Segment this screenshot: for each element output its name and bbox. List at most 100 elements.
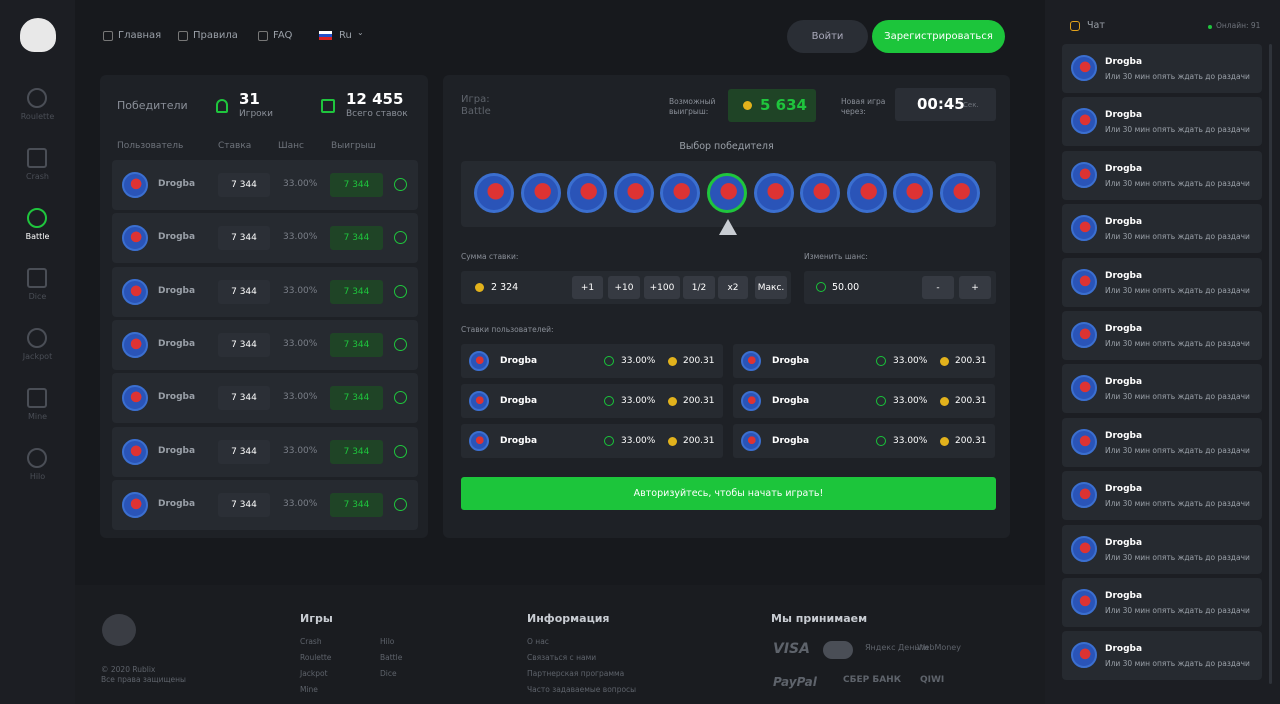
pay-title: Мы принимаем	[771, 612, 868, 625]
nav-icon[interactable]	[27, 268, 47, 288]
user-name: Drogba	[1105, 430, 1143, 441]
game-link[interactable]: Crash	[300, 637, 322, 646]
chance: 33.00%	[283, 498, 318, 509]
nav-label[interactable]: Hilo	[29, 472, 46, 481]
nav-link[interactable]: Правила	[193, 30, 238, 41]
user-amount: 200.31	[683, 436, 715, 446]
bet-button[interactable]: Макс.	[755, 276, 787, 299]
chat-message: Drogba Или 30 мин опять ждать до раздачи	[1062, 204, 1262, 254]
nav-label[interactable]: Mine	[27, 412, 48, 421]
online-count: Онлайн: 91	[1216, 21, 1261, 30]
nav-icon[interactable]	[27, 388, 47, 408]
user-bet-row: Drogba 33.00% 200.31	[733, 344, 995, 378]
bet: 7 344	[218, 226, 270, 251]
nav-icon[interactable]	[27, 208, 47, 228]
info-link[interactable]: Связаться с нами	[527, 653, 597, 662]
candidate-avatar	[846, 173, 887, 213]
chat-message: Drogba Или 30 мин опять ждать до раздачи	[1062, 471, 1262, 521]
game-name: Battle	[461, 106, 491, 117]
game-link[interactable]: Jackpot	[300, 669, 328, 678]
game-label: Игра:	[461, 94, 490, 105]
candidate-avatar	[567, 173, 608, 213]
chance: 33.00%	[283, 285, 318, 296]
user-chance: 33.00%	[893, 436, 928, 446]
chance: 33.00%	[283, 179, 318, 189]
check-icon	[394, 231, 407, 245]
bet-sum-label: Сумма ставки:	[461, 252, 519, 261]
check-icon	[394, 337, 407, 351]
nav-link[interactable]: Главная	[118, 30, 162, 41]
chance-icon	[816, 282, 826, 292]
nav-link[interactable]: FAQ	[273, 30, 293, 41]
nav-label[interactable]: Crash	[25, 172, 49, 181]
user-amount: 200.31	[955, 436, 987, 446]
payment-logo: PayPal	[773, 675, 817, 689]
chat-icon	[1070, 21, 1080, 31]
coin	[940, 437, 949, 446]
chance-button[interactable]: -	[922, 276, 954, 299]
message-text: Или 30 мин опять ждать до раздачи	[1105, 125, 1250, 135]
nav-label[interactable]: Roulette	[20, 112, 55, 121]
bet-sum-box: 2 324 +1 +10 +100 1/2 x2 Макс.	[461, 271, 791, 304]
footer: © 2020 Rublix Все права защищены Игры Crash…	[75, 585, 1045, 704]
game-link[interactable]: Battle	[380, 653, 403, 662]
cta-button[interactable]: Авторизуйтесь, чтобы начать играть!	[461, 477, 996, 510]
info-link[interactable]: Партнерская программа	[527, 669, 625, 678]
game-link[interactable]: Dice	[380, 669, 397, 678]
user-name: Drogba	[158, 179, 196, 189]
players-count: 31	[239, 90, 260, 108]
nav-label[interactable]: Jackpot	[22, 352, 53, 361]
info-link[interactable]: Часто задаваемые вопросы	[527, 685, 637, 694]
flag	[319, 31, 332, 40]
bet-button[interactable]: +10	[608, 276, 640, 299]
register-button[interactable]: Зарегистрироваться	[872, 20, 1005, 53]
message-text: Или 30 мин опять ждать до раздачи	[1105, 552, 1250, 562]
bet: 7 344	[218, 386, 270, 411]
check-icon	[394, 284, 407, 298]
coin	[668, 397, 677, 406]
nav-icon[interactable]	[27, 448, 47, 468]
nav-icon[interactable]	[27, 328, 47, 348]
avatar	[1071, 535, 1097, 562]
scrollbar	[1269, 44, 1272, 684]
nav-label[interactable]: Battle	[25, 232, 50, 241]
user-name: Drogba	[1105, 57, 1143, 67]
chat-panel: Чат Онлайн: 91 Drogba Или 30 мин опять ждат…	[1045, 0, 1280, 704]
winner-row: Drogba 7 344 33.00% 7 344	[112, 266, 418, 317]
win: 7 344	[330, 492, 383, 517]
nav-label[interactable]: Dice	[28, 292, 47, 301]
coin	[475, 283, 484, 292]
game-link[interactable]: Roulette	[300, 653, 332, 662]
bet-sum[interactable]: 2 324	[491, 282, 519, 293]
chance-button[interactable]: +	[959, 276, 991, 299]
lang[interactable]: Ru	[339, 30, 352, 41]
bet-button[interactable]: x2	[718, 276, 748, 299]
nav-icon[interactable]	[27, 148, 47, 168]
login-button[interactable]: Войти	[787, 20, 868, 53]
games-title: Игры	[300, 612, 333, 625]
game-link[interactable]: Mine	[300, 685, 318, 694]
bet-button[interactable]: +100	[644, 276, 680, 299]
bet-button[interactable]: +1	[572, 276, 603, 299]
game-link[interactable]: Hilo	[380, 637, 395, 646]
coin	[940, 357, 949, 366]
nav-icon[interactable]	[27, 88, 47, 108]
user-name: Drogba	[158, 232, 196, 243]
chance-icon	[604, 356, 614, 366]
candidate-avatar	[893, 173, 934, 213]
candidate-avatar	[613, 173, 654, 213]
candidate-avatar	[753, 173, 794, 213]
avatar	[1071, 55, 1097, 81]
chat-title: Чат	[1087, 20, 1105, 31]
bet-button[interactable]: 1/2	[683, 276, 715, 299]
info-link[interactable]: О нас	[527, 637, 549, 646]
chance-value[interactable]: 50.00	[832, 282, 860, 293]
chance-icon	[876, 436, 886, 446]
user-chance: 33.00%	[621, 436, 656, 446]
user-amount: 200.31	[683, 356, 715, 366]
user-bet-row: Drogba 33.00% 200.31	[461, 384, 723, 418]
possible-win-box: 5 634	[728, 89, 816, 122]
candidate-avatar	[800, 173, 841, 213]
avatar	[1071, 268, 1097, 295]
